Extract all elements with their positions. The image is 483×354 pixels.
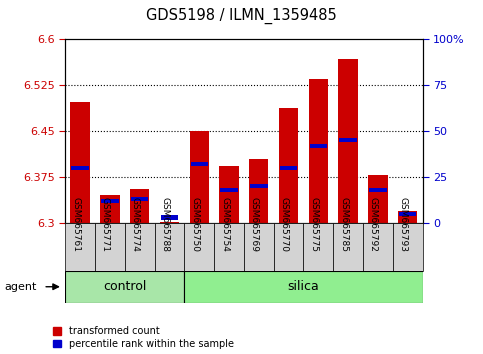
Text: GSM665774: GSM665774 xyxy=(131,197,140,252)
Bar xyxy=(185,271,423,303)
Bar xyxy=(65,223,95,271)
Text: control: control xyxy=(103,280,146,293)
Bar xyxy=(363,223,393,271)
Legend: transformed count, percentile rank within the sample: transformed count, percentile rank withi… xyxy=(53,326,234,349)
Bar xyxy=(95,223,125,271)
Bar xyxy=(130,189,149,223)
Bar xyxy=(214,223,244,271)
Text: GSM665761: GSM665761 xyxy=(71,197,80,252)
Bar xyxy=(250,184,268,188)
Bar xyxy=(274,223,303,271)
Text: GSM665775: GSM665775 xyxy=(310,197,318,252)
Bar xyxy=(189,131,209,223)
Bar xyxy=(244,223,274,271)
Bar xyxy=(340,138,357,142)
Bar xyxy=(368,175,388,223)
Bar xyxy=(190,162,208,166)
Text: GSM665785: GSM665785 xyxy=(339,197,348,252)
Bar xyxy=(399,212,416,216)
Bar xyxy=(279,108,298,223)
Text: GDS5198 / ILMN_1359485: GDS5198 / ILMN_1359485 xyxy=(146,8,337,24)
Bar xyxy=(125,223,155,271)
Text: GSM665771: GSM665771 xyxy=(101,197,110,252)
Bar xyxy=(71,102,90,223)
Text: silica: silica xyxy=(287,280,319,293)
Text: GSM665770: GSM665770 xyxy=(280,197,289,252)
Bar xyxy=(71,166,89,170)
Bar xyxy=(185,223,214,271)
Bar xyxy=(220,188,238,192)
Bar xyxy=(369,188,387,192)
Bar xyxy=(398,211,417,223)
Text: GSM665793: GSM665793 xyxy=(399,197,408,252)
Text: GSM665750: GSM665750 xyxy=(190,197,199,252)
Bar xyxy=(100,195,120,223)
Bar xyxy=(219,166,239,223)
Bar xyxy=(339,58,358,223)
Text: GSM665754: GSM665754 xyxy=(220,197,229,252)
Text: GSM665788: GSM665788 xyxy=(160,197,170,252)
Text: agent: agent xyxy=(5,282,37,292)
Bar xyxy=(155,223,185,271)
Bar xyxy=(161,215,178,219)
Bar xyxy=(333,223,363,271)
Bar xyxy=(160,222,179,223)
Text: GSM665792: GSM665792 xyxy=(369,197,378,252)
Bar xyxy=(303,223,333,271)
Bar xyxy=(65,271,185,303)
Text: GSM665769: GSM665769 xyxy=(250,197,259,252)
Bar xyxy=(131,197,148,201)
Bar xyxy=(101,199,119,203)
Bar xyxy=(393,223,423,271)
Bar xyxy=(280,166,298,170)
Bar xyxy=(249,159,269,223)
Bar xyxy=(310,144,327,148)
Bar xyxy=(309,79,328,223)
